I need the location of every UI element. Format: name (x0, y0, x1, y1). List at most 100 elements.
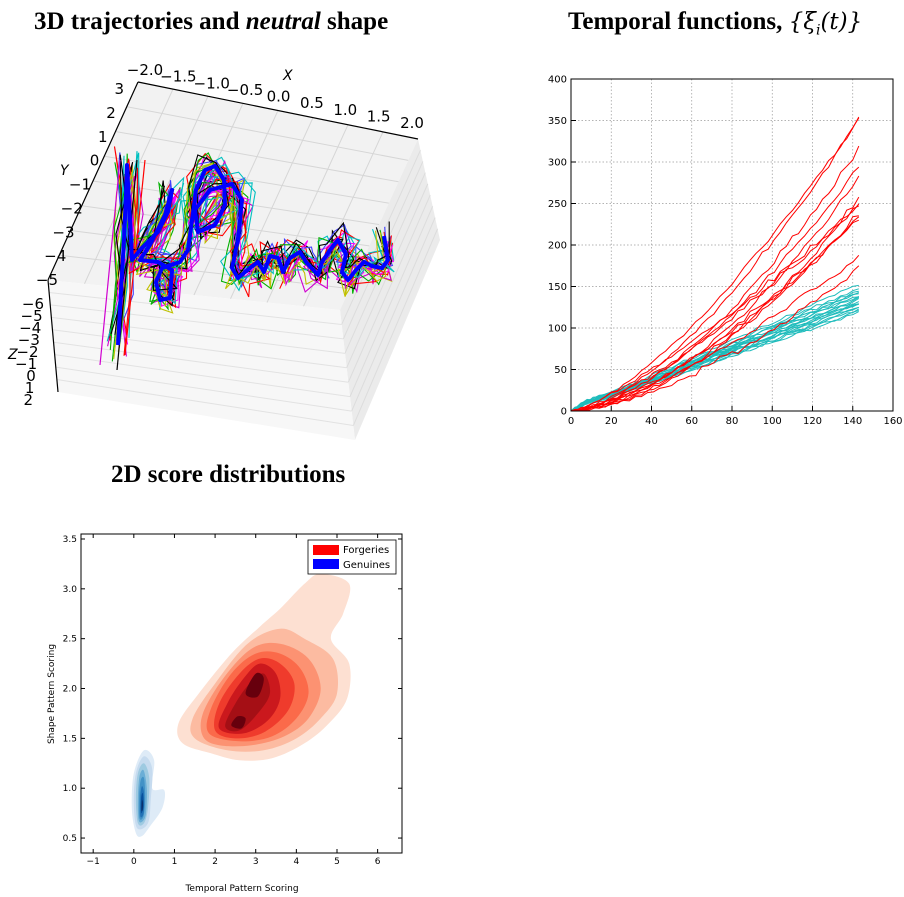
trajectories-3d-labels: X Y Z −2.0−1.5−1.0−0.5 0.0 0.5 1.0 1.5 2.0321… (7, 61, 424, 409)
grid-line (349, 206, 434, 397)
z-tick-label: −2 (16, 343, 38, 361)
y-tick-label: −4 (44, 247, 66, 265)
y-tick-label: 100 (548, 324, 567, 335)
legend-label-genuines: Genuines (343, 560, 390, 571)
grid-line (49, 291, 342, 325)
trajectories-title-prefix: 3D trajectories and (34, 8, 246, 35)
legend-swatch-forgeries (313, 545, 339, 555)
x-tick-label: −2.0 (127, 61, 163, 79)
temporal-lines (570, 116, 860, 412)
forgery-line (570, 203, 860, 412)
y-tick-label: 2.0 (63, 685, 78, 695)
x-tick-label: 4 (293, 857, 299, 867)
y-tick-label: 3.0 (63, 585, 78, 595)
x-axis-label: X (282, 68, 293, 84)
grid-line (115, 131, 399, 183)
y-tick-label: 2 (106, 104, 116, 122)
z-tick-label: 1 (25, 379, 35, 397)
x-tick-label: −1.0 (194, 74, 230, 92)
forgery-line (570, 265, 860, 412)
right-face (340, 139, 440, 440)
forgery-line (571, 216, 860, 412)
forgery-line (570, 254, 860, 412)
genuine-line (570, 308, 860, 412)
x-tick-label: 160 (883, 416, 902, 427)
forgery-line (571, 117, 860, 412)
genuine-line (570, 284, 859, 412)
z-tick-label: −1 (15, 355, 37, 373)
trajectory-line (116, 170, 394, 345)
score-xlabel: Temporal Pattern Scoring (184, 884, 298, 894)
trajectories-title: 3D trajectories and neutral shape (34, 8, 388, 36)
grid-line (52, 329, 347, 369)
x-tick-label: 120 (803, 416, 822, 427)
trajectories-title-italic: neutral (245, 8, 321, 35)
z-tick-label: 2 (23, 391, 33, 409)
y-tick-label: 0 (90, 152, 100, 170)
grid-line (104, 155, 389, 204)
score-legend: Forgeries Genuines (307, 539, 397, 575)
x-tick-label: 0.5 (300, 94, 324, 112)
grid-line (55, 366, 352, 412)
z-axis-line (47, 279, 59, 393)
x-tick-label: 80 (726, 416, 739, 427)
temporal-title: Temporal functions, {ξi(t)} (568, 8, 862, 39)
y-tick-label: 1.5 (63, 734, 77, 744)
x-tick-label: 20 (605, 416, 618, 427)
x-tick-label: 0.0 (267, 88, 291, 106)
z-tick-label: −4 (19, 319, 41, 337)
y-tick-label: 400 (548, 75, 567, 86)
z-tick-label: 0 (26, 367, 36, 385)
x-tick-label: 1 (172, 857, 178, 867)
x-tick-label: −1 (87, 857, 100, 867)
x-tick-label: 140 (843, 416, 862, 427)
grid-line (56, 379, 354, 427)
y-tick-label: −2 (61, 199, 83, 217)
y-axis-label: Y (60, 163, 70, 179)
y-tick-label: 1.0 (63, 784, 78, 794)
x-tick-label: 3 (253, 857, 259, 867)
grid-line (346, 183, 429, 368)
x-tick-label: −0.5 (227, 81, 263, 99)
x-tick-label: 0 (131, 857, 137, 867)
y-tick-label: 300 (548, 158, 567, 169)
score-axes: −1 0 1 2 3 4 5 6 0.5 1.0 1.5 2.0 2.5 3.0 3.5 (63, 533, 403, 867)
y-tick-label: 2.5 (63, 635, 77, 645)
z-tick-label: −6 (22, 295, 44, 313)
x-tick-label: 2 (212, 857, 218, 867)
trajectories-3d-lines (99, 146, 395, 371)
grid-line (351, 217, 436, 412)
y-tick-label: −5 (36, 271, 58, 289)
x-tick-label: 0 (568, 416, 574, 427)
forgery-line (571, 219, 859, 412)
grid-line (352, 228, 439, 426)
forgery-line (570, 205, 860, 412)
temporal-title-xi: {ξ (788, 9, 816, 35)
x-tick-label: 2.0 (400, 114, 424, 132)
forgery-density-level (245, 672, 264, 698)
y-tick-label: 3 (114, 80, 124, 98)
legend-label-forgeries: Forgeries (343, 545, 389, 556)
y-axis-line (47, 81, 139, 281)
y-tick-label: 1 (98, 128, 108, 146)
neutral-shape-line (116, 163, 390, 346)
x-tick-label: 1.0 (333, 101, 357, 119)
score-title: 2D score distributions (111, 461, 345, 489)
x-tick-label: −1.5 (160, 68, 196, 86)
grid-line (126, 106, 409, 161)
forgery-density-level (231, 715, 246, 729)
grid-line (59, 254, 350, 290)
grid-line (50, 304, 344, 340)
grid-line (51, 316, 346, 354)
forgery-line (571, 116, 860, 412)
x-tick-label: 40 (645, 416, 658, 427)
y-tick-label: 200 (548, 241, 567, 252)
x-tick-label: 1.5 (367, 107, 391, 125)
grid-line (347, 194, 431, 383)
genuine-density-level (141, 799, 144, 812)
x-tick-label: 60 (685, 416, 698, 427)
z-tick-label: −3 (18, 331, 40, 349)
